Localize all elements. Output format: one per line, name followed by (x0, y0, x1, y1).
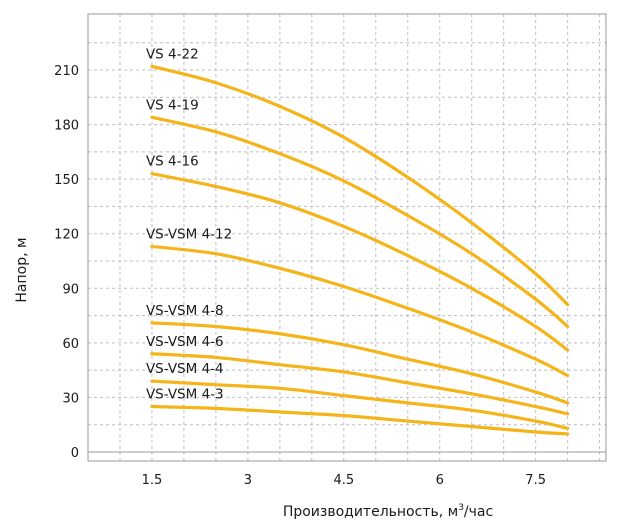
y-tick-label: 180 (54, 119, 79, 134)
series-label: VS 4-19 (146, 97, 199, 113)
y-axis-title: Напор, м (14, 237, 30, 302)
y-tick-label: 30 (62, 391, 79, 406)
x-tick-label: 4.5 (333, 473, 354, 488)
series-label: VS-VSM 4-6 (146, 334, 224, 350)
series-labels: VS 4-22 VS 4-19 VS 4-16 VS-VSM 4-12 VS-VSM 4… (146, 46, 232, 402)
x-tick-label: 7.5 (525, 473, 546, 488)
series-label: VS 4-22 (146, 46, 199, 62)
y-tick-label: 0 (71, 446, 79, 461)
series-label: VS-VSM 4-12 (146, 226, 232, 242)
series-label: VS-VSM 4-4 (146, 361, 224, 377)
series-line (150, 64, 570, 307)
curves (150, 64, 570, 436)
series-label: VS-VSM 4-8 (146, 303, 224, 319)
y-tick-label: 120 (54, 228, 79, 243)
y-tick-label: 150 (54, 173, 79, 188)
x-axis-title-superscript: 3 (458, 503, 464, 513)
y-tick-label: 60 (62, 337, 79, 352)
series-line (150, 321, 570, 405)
y-tick-label: 210 (54, 64, 79, 79)
x-axis-ticks: 1.5 3 4.5 6 7.5 (142, 473, 546, 488)
x-tick-label: 1.5 (142, 473, 163, 488)
series-line (150, 404, 570, 436)
series-label: VS 4-16 (146, 154, 199, 170)
series-label: VS-VSM 4-3 (146, 387, 224, 403)
x-axis-title: Производительность, м3/час (283, 503, 493, 520)
series-line (150, 379, 570, 430)
series-line (150, 115, 570, 329)
series-line (150, 172, 570, 352)
x-tick-label: 3 (244, 473, 252, 488)
y-axis-ticks: 0 30 60 90 120 150 180 210 (54, 64, 79, 461)
x-axis-title-tail: /час (464, 504, 493, 520)
x-tick-label: 6 (436, 473, 444, 488)
series-line (150, 244, 570, 378)
x-axis-title-main: Производительность, м (283, 504, 458, 520)
series-line (150, 352, 570, 416)
plot-frame (87, 13, 607, 462)
y-tick-label: 90 (62, 282, 79, 297)
grid (88, 14, 606, 461)
